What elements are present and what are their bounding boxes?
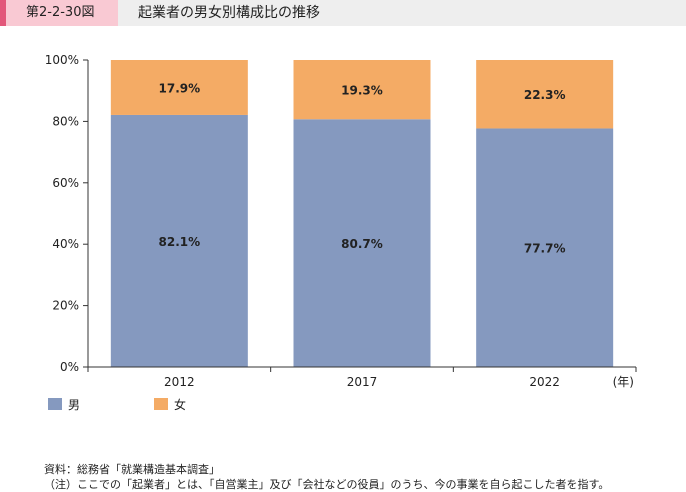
stacked-bar-chart: 0% 20% 40% 60% 80% 100% 82.1% 17.9% 80.7% 19.3% 77… xyxy=(45,53,637,389)
x-axis-unit: (年) xyxy=(613,375,634,389)
legend-swatch-male xyxy=(48,398,62,410)
x-tick-label: 2017 xyxy=(347,375,378,389)
data-label: 19.3% xyxy=(341,84,383,98)
notes: 資料：総務省「就業構造基本調査」 （注）ここでの「起業者」とは、「自営業主」及び… xyxy=(44,462,609,492)
data-label: 82.1% xyxy=(159,235,201,249)
bar-segment-female xyxy=(476,60,614,129)
bar-segment-male xyxy=(476,128,614,367)
legend-item-male: 男 xyxy=(48,396,80,412)
y-tick-label: 20% xyxy=(52,299,79,313)
data-label: 17.9% xyxy=(159,81,201,95)
x-tick-label: 2022 xyxy=(529,375,560,389)
figure-header: 第2-2-30図 起業者の男女別構成比の推移 xyxy=(0,0,686,26)
data-label: 22.3% xyxy=(524,88,566,102)
bar-segment-male xyxy=(110,114,248,367)
y-tick-label: 100% xyxy=(45,53,79,67)
bar-segment-male xyxy=(293,119,431,367)
figure-number: 第2-2-30図 xyxy=(0,0,118,26)
bar-segment-female xyxy=(293,60,431,120)
legend-swatch-female xyxy=(154,398,168,410)
x-tick-label: 2012 xyxy=(164,375,195,389)
y-tick-label: 60% xyxy=(52,176,79,190)
y-tick-label: 0% xyxy=(60,360,79,374)
legend-label-female: 女 xyxy=(174,397,187,412)
bar-segment-female xyxy=(110,60,248,115)
y-tick-label: 80% xyxy=(52,114,79,128)
source-note: 資料：総務省「就業構造基本調査」 xyxy=(44,463,220,476)
legend-label-male: 男 xyxy=(68,397,81,412)
data-label: 80.7% xyxy=(341,237,383,251)
figure-title: 起業者の男女別構成比の推移 xyxy=(138,5,320,21)
definition-note: （注）ここでの「起業者」とは、「自営業主」及び「会社などの役員」のうち、今の事業… xyxy=(44,478,610,491)
y-tick-label: 40% xyxy=(52,237,79,251)
data-label: 77.7% xyxy=(524,242,566,256)
legend-item-female: 女 xyxy=(154,396,186,412)
